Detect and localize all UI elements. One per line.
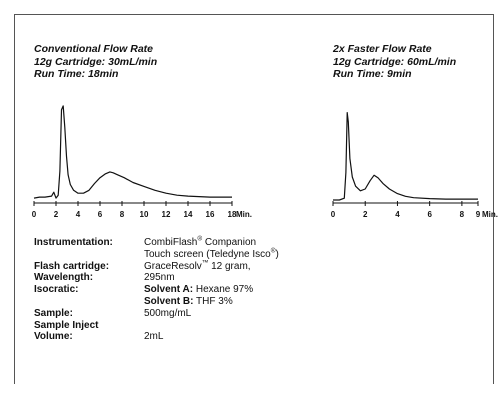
param-row: Sample Inject	[34, 320, 354, 332]
param-value-tail: )	[275, 248, 279, 260]
right-header-line3: Run Time: 9min	[333, 68, 412, 80]
param-value: Touch screen (Teledyne Isco®)	[144, 247, 279, 261]
left-x-axis-label: Min.	[236, 210, 252, 219]
left-x-tick-label: 2	[54, 210, 59, 219]
param-value: Solvent B: THF 3%	[144, 296, 233, 308]
parameters-table: Instrumentation: CombiFlash® Companion Tou…	[34, 235, 354, 343]
right-x-tick-label: 4	[395, 210, 400, 219]
right-header-line2: 12g Cartridge: 60mL/min	[333, 55, 457, 68]
param-label: Sample Inject	[34, 319, 99, 331]
param-value-bold: Solvent A:	[144, 284, 194, 296]
right-x-tick-label: 2	[363, 210, 368, 219]
param-value-text: THF 3%	[193, 295, 233, 307]
figure-frame	[14, 14, 494, 384]
right-chart-header: 2x Faster Flow Rate 12g Cartridge: 60mL/…	[333, 43, 456, 81]
param-value-text: GraceResolv	[144, 260, 202, 272]
left-x-tick-label: 18	[228, 210, 237, 219]
param-row: Sample: 500mg/mL	[34, 308, 354, 320]
right-x-axis-label: Min.	[482, 210, 498, 219]
param-row: Wavelength: 295nm	[34, 272, 354, 284]
param-value-tail: 12 gram,	[208, 260, 251, 272]
left-x-tick-label: 10	[140, 210, 149, 219]
param-label: Wavelength:	[34, 272, 94, 284]
param-value-mark: ®	[270, 247, 276, 255]
left-x-tick-label: 8	[120, 210, 125, 219]
right-x-tick-label: 9	[476, 210, 481, 219]
right-header-line1: 2x Faster Flow Rate	[333, 43, 432, 55]
param-value-text: 2mL	[144, 331, 164, 343]
left-x-tick-label: 16	[206, 210, 215, 219]
param-row: Isocratic: Solvent A: Hexane 97%	[34, 284, 354, 296]
left-header-line2: 12g Cartridge: 30mL/min	[34, 55, 158, 68]
param-value-text: CombiFlash	[144, 237, 198, 248]
param-value-text: Touch screen (Teledyne Isco	[144, 248, 271, 260]
left-x-tick-label: 4	[76, 210, 81, 219]
param-value: CombiFlash® Companion	[144, 235, 257, 249]
param-row: Solvent B: THF 3%	[34, 296, 354, 308]
param-label: Isocratic:	[34, 284, 79, 296]
param-value-text: 500mg/mL	[144, 307, 192, 319]
left-x-tick-label: 12	[162, 210, 171, 219]
param-value-mark: ™	[201, 259, 209, 267]
right-x-tick-label: 8	[460, 210, 465, 219]
param-value-bold: Solvent B:	[144, 295, 194, 307]
param-value-text: Hexane 97%	[193, 284, 254, 296]
left-x-tick-label: 0	[32, 210, 37, 219]
param-row: Flash cartridge: GraceResolv™ 12 gram,	[34, 259, 354, 273]
param-row: Volume: 2mL	[34, 331, 354, 343]
param-row: Instrumentation: CombiFlash® Companion	[34, 235, 354, 249]
param-label: Sample:	[34, 307, 73, 319]
param-value: GraceResolv™ 12 gram,	[144, 259, 251, 273]
param-value-text: 295nm	[144, 272, 175, 284]
right-chromatogram-trace	[333, 112, 478, 201]
param-value-tail: Companion	[202, 237, 257, 248]
left-x-tick-label: 6	[98, 210, 103, 219]
param-value: Solvent A: Hexane 97%	[144, 284, 253, 296]
left-x-tick-label: 14	[184, 210, 193, 219]
right-x-tick-label: 6	[427, 210, 432, 219]
param-label: Flash cartridge:	[34, 260, 110, 272]
param-row: Touch screen (Teledyne Isco®)	[34, 247, 354, 261]
left-header-line3: Run Time: 18min	[34, 68, 119, 80]
left-header-line1: Conventional Flow Rate	[34, 43, 154, 55]
param-value-mark: ®	[197, 235, 203, 243]
left-chromatogram-trace	[33, 105, 232, 199]
param-value: 500mg/mL	[144, 308, 191, 320]
right-x-tick-label: 0	[331, 210, 336, 219]
left-chart-header: Conventional Flow Rate 12g Cartridge: 30…	[34, 43, 157, 81]
param-label: Volume:	[34, 331, 73, 343]
param-value: 295nm	[144, 272, 175, 284]
param-value: 2mL	[144, 331, 163, 343]
param-label: Instrumentation:	[34, 237, 113, 248]
